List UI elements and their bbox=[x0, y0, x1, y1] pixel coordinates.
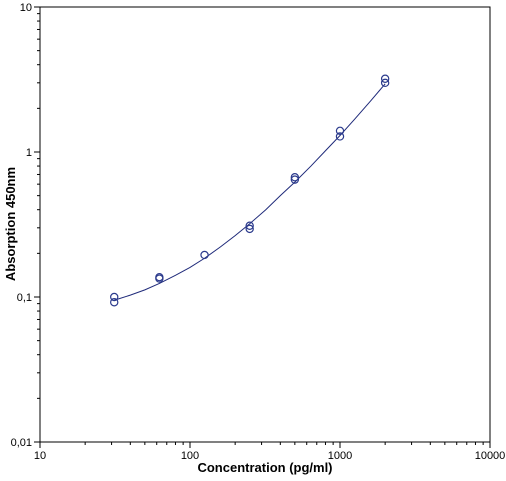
y-tick-label: 10 bbox=[20, 2, 32, 14]
data-point bbox=[155, 274, 164, 283]
data-point bbox=[290, 173, 300, 182]
y-axis-title: Absorption 450nm bbox=[3, 167, 18, 281]
data-point bbox=[110, 298, 119, 307]
y-axis-ticks: 0,01 0,1 1 10 bbox=[11, 2, 40, 449]
data-point bbox=[290, 175, 300, 184]
x-tick-label: 10000 bbox=[475, 450, 506, 462]
fit-curve bbox=[114, 83, 386, 301]
data-points bbox=[110, 74, 390, 307]
x-tick-label: 1000 bbox=[328, 450, 352, 462]
data-point bbox=[200, 250, 209, 260]
data-point bbox=[245, 221, 254, 230]
x-tick-label: 10 bbox=[34, 450, 46, 462]
data-point bbox=[335, 126, 345, 136]
data-point bbox=[380, 78, 390, 88]
data-point bbox=[110, 292, 119, 302]
y-tick-label: 0,1 bbox=[17, 292, 32, 304]
x-axis-title: Concentration (pg/ml) bbox=[197, 460, 332, 475]
data-point bbox=[245, 224, 254, 234]
x-axis-ticks: 10 100 1000 10000 bbox=[34, 442, 505, 462]
x-tick-label: 100 bbox=[181, 450, 199, 462]
data-point bbox=[380, 74, 390, 83]
y-tick-label: 1 bbox=[26, 147, 32, 159]
data-point bbox=[335, 132, 345, 141]
plot-frame bbox=[39, 6, 491, 443]
y-tick-label: 0,01 bbox=[11, 437, 32, 449]
